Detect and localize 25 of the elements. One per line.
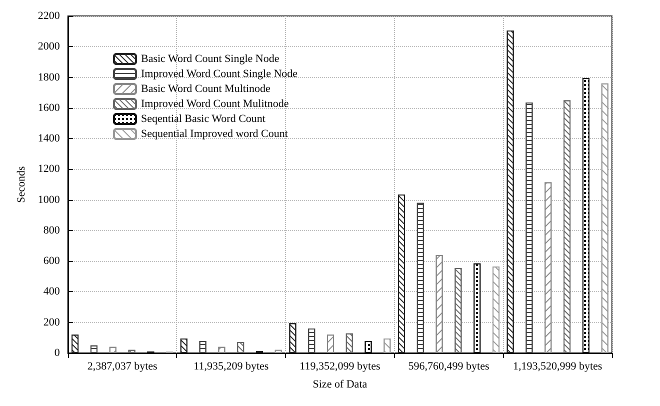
x-axis-title: Size of Data xyxy=(312,378,368,390)
legend-label: Improved Word Count Single Node xyxy=(141,68,298,80)
y-tick-label: 1400 xyxy=(38,132,60,145)
y-axis-title: Seconds xyxy=(16,166,28,203)
legend-label: Improved Word Count Mulitnode xyxy=(141,98,289,110)
y-tick-label: 1800 xyxy=(38,71,60,84)
y-tick-label: 200 xyxy=(43,316,60,328)
x-tick-label: 1,193,520,999 bytes xyxy=(512,360,602,372)
legend-label: Seqential Basic Word Count xyxy=(141,113,266,125)
x-tick-label: 119,352,099 bytes xyxy=(300,360,380,372)
legend-label: Sequential Improved word Count xyxy=(141,128,288,140)
x-tick-label: 2,387,037 bytes xyxy=(87,360,158,372)
x-tick-label: 11,935,209 bytes xyxy=(194,360,269,372)
y-tick-label: 2000 xyxy=(38,40,60,53)
y-tick-label: 400 xyxy=(43,286,60,298)
legend-label: Basic Word Count Single Node xyxy=(141,53,280,65)
legend-label: Basic Word Count Multinode xyxy=(141,83,270,95)
y-tick-label: 1000 xyxy=(38,194,60,206)
y-tick-label: 800 xyxy=(43,224,60,236)
y-tick-label: 0 xyxy=(54,347,60,359)
y-tick-label: 600 xyxy=(43,255,60,268)
y-tick-label: 2200 xyxy=(38,10,60,22)
y-tick-label: 1600 xyxy=(38,102,60,114)
y-tick-label: 1200 xyxy=(38,163,60,176)
x-tick-label: 596,760,499 bytes xyxy=(408,360,490,372)
